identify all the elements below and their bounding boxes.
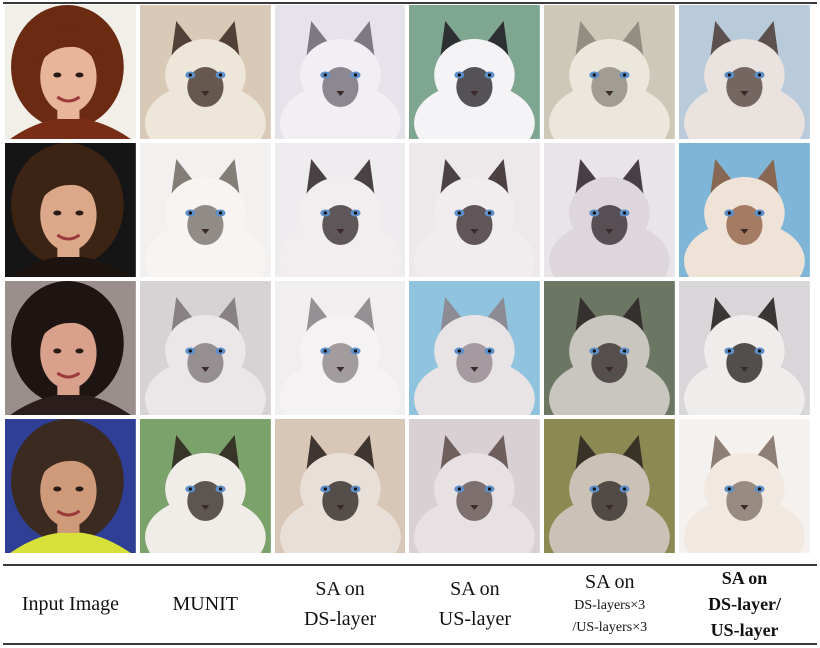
image-row (5, 5, 810, 139)
munit-cat-image (139, 419, 271, 553)
sa-ds-layer-cat-image (274, 143, 406, 277)
sa-ds-us-layer-cat-image (679, 281, 810, 415)
sa-ds-layer-cat-image (274, 419, 406, 553)
sa-ds-layer-cat-image (274, 281, 406, 415)
column-label-line: SA on (450, 578, 500, 600)
column-label-line: SA on (315, 578, 365, 600)
sa-ds-us-layers-x3-cat-image (544, 143, 676, 277)
munit-cat-image (139, 281, 271, 415)
sa-us-layer-cat-image (409, 419, 541, 553)
bottom-rule (3, 643, 817, 645)
column-label: SA on DS-layer (275, 566, 406, 642)
sa-ds-us-layers-x3-cat-image (544, 281, 676, 415)
input-face-image (5, 281, 136, 415)
image-row (5, 281, 810, 415)
sa-ds-us-layers-x3-cat-image (544, 419, 676, 553)
column-label-line: SA on (584, 571, 635, 593)
column-label-line: /US-layers×3 (572, 620, 648, 635)
column-label: SA on DS-layers×3/US-layers×3 (544, 566, 675, 642)
munit-cat-image (139, 143, 271, 277)
sa-ds-us-layer-cat-image (679, 419, 810, 553)
sa-ds-layer-cat-image (274, 5, 406, 139)
column-label-line: US-layer (438, 608, 511, 630)
image-grid (5, 5, 810, 557)
sa-ds-us-layer-cat-image (679, 143, 810, 277)
image-row (5, 419, 810, 553)
column-label-line: DS-layer (303, 608, 377, 630)
column-label: SA on DS-layer/US-layer (679, 566, 810, 642)
image-row (5, 143, 810, 277)
input-face-image (5, 419, 136, 553)
column-labels: Input Image MUNIT SA on DS-layer SA on US-lay… (5, 566, 810, 642)
top-rule (3, 2, 817, 4)
column-label-line: DS-layers×3 (574, 598, 646, 613)
mid-rule (3, 564, 817, 566)
sa-ds-us-layers-x3-cat-image (544, 5, 676, 139)
munit-cat-image (139, 5, 271, 139)
column-label: SA on US-layer (409, 566, 540, 642)
column-label-line: US-layer (710, 620, 779, 640)
column-label-line: MUNIT (172, 593, 239, 615)
column-label: MUNIT (140, 566, 271, 642)
sa-us-layer-cat-image (409, 281, 541, 415)
column-label: Input Image (5, 566, 136, 642)
input-face-image (5, 5, 136, 139)
column-label-line: Input Image (21, 593, 119, 615)
sa-us-layer-cat-image (409, 143, 541, 277)
column-label-line: DS-layer/ (708, 594, 782, 614)
sa-ds-us-layer-cat-image (679, 5, 810, 139)
column-label-line: SA on (721, 568, 768, 588)
input-face-image (5, 143, 136, 277)
sa-us-layer-cat-image (409, 5, 541, 139)
